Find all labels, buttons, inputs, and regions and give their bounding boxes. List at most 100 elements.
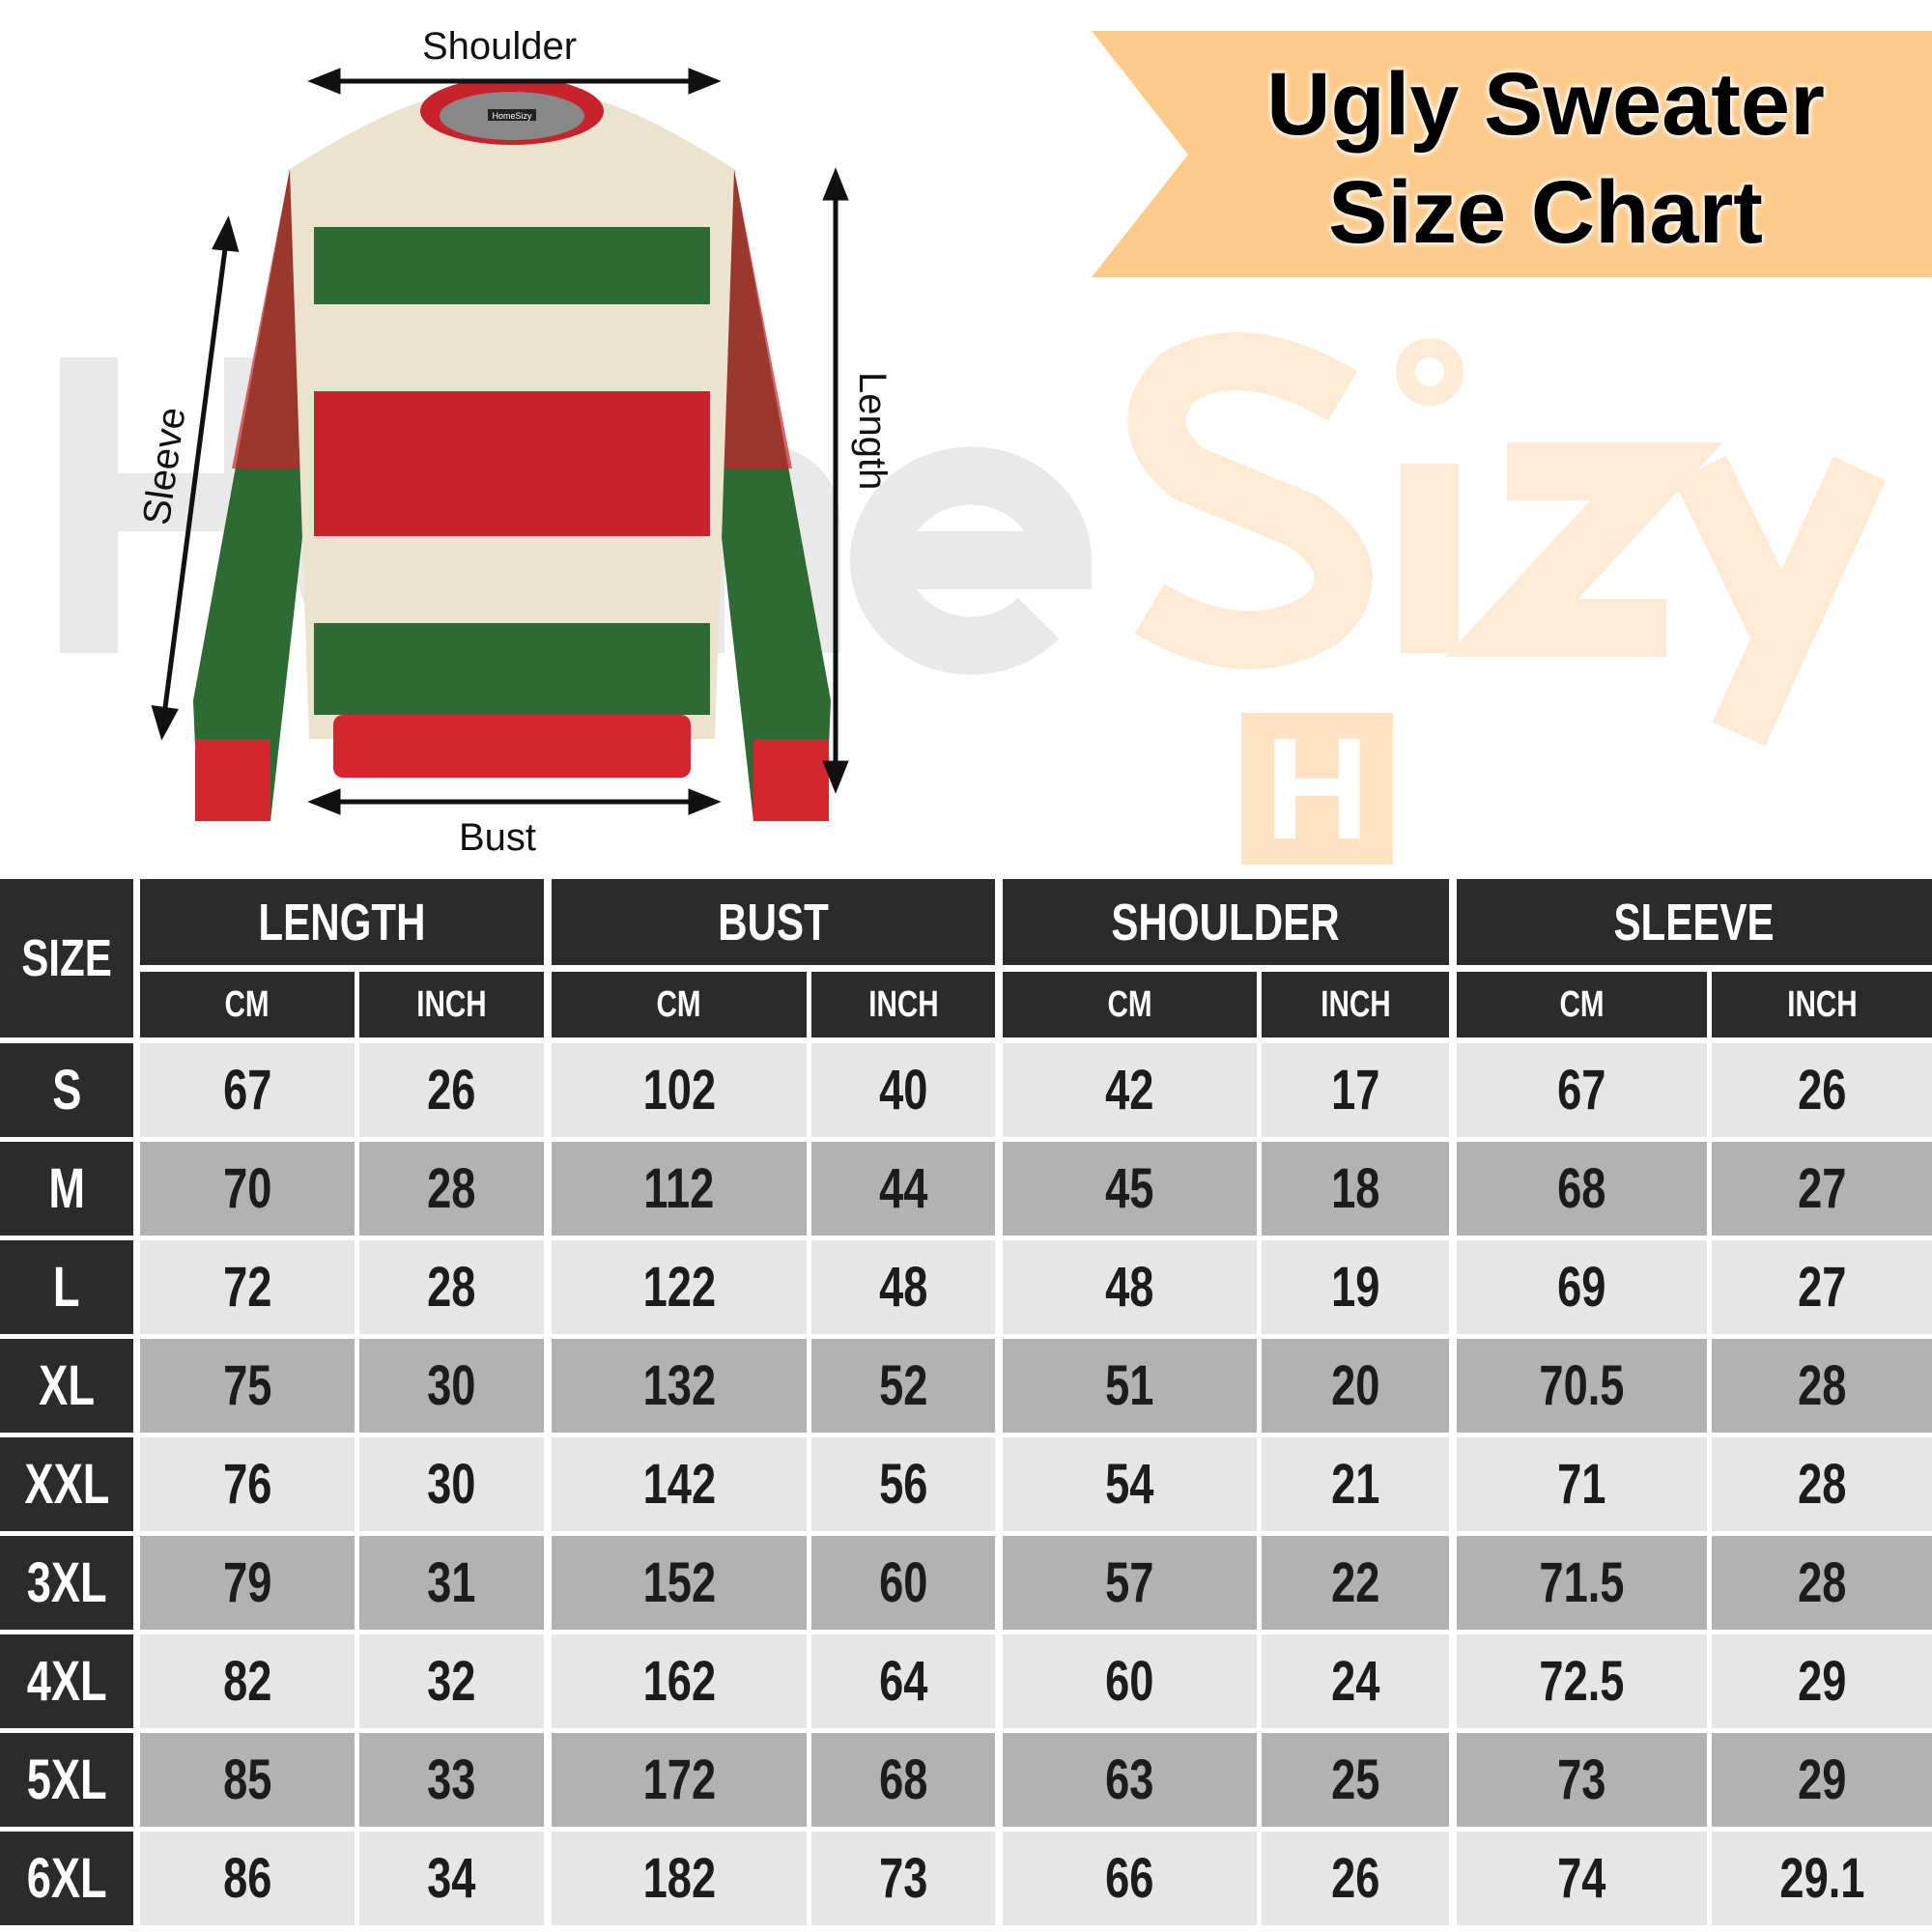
size-label-S-text: S	[51, 1059, 82, 1122]
table-cell-length-inch-text: 31	[427, 1551, 476, 1614]
table-cell-shoulder-cm: 48	[1003, 1240, 1257, 1334]
table-cell-shoulder-inch: 24	[1262, 1634, 1449, 1728]
table-cell-sleeve-inch-text: 28	[1797, 1354, 1847, 1417]
table-cell-length-cm-text: 67	[222, 1059, 272, 1122]
size-label-L-text: L	[53, 1256, 80, 1319]
header-bust-text: BUST	[718, 893, 829, 952]
table-cell-shoulder-cm-text: 45	[1105, 1157, 1154, 1220]
table-cell-shoulder-inch: 22	[1262, 1536, 1449, 1630]
table-cell-sleeve-inch-text: 27	[1797, 1157, 1847, 1220]
table-cell-shoulder-inch-text: 19	[1330, 1256, 1380, 1319]
unit-header-sleeve-inch: INCH	[1712, 972, 1932, 1037]
table-cell-bust-cm: 182	[552, 1832, 807, 1925]
size-label-6XL-text: 6XL	[26, 1847, 107, 1910]
table-cell-sleeve-cm-text: 69	[1557, 1256, 1606, 1319]
table-cell-shoulder-cm-text: 54	[1105, 1453, 1154, 1516]
table-cell-bust-inch-text: 52	[878, 1354, 928, 1417]
table-cell-bust-inch: 56	[811, 1437, 995, 1531]
size-label-XL: XL	[0, 1339, 133, 1433]
table-cell-bust-cm: 102	[552, 1043, 807, 1137]
table-cell-sleeve-inch: 28	[1712, 1339, 1932, 1433]
table-cell-sleeve-cm-text: 72.5	[1539, 1650, 1625, 1713]
table-cell-length-inch: 28	[359, 1240, 544, 1334]
size-label-XL-text: XL	[39, 1354, 95, 1417]
table-cell-bust-cm-text: 152	[642, 1551, 716, 1614]
table-cell-shoulder-cm-text: 57	[1105, 1551, 1154, 1614]
table-cell-shoulder-inch-text: 17	[1330, 1059, 1380, 1122]
table-cell-shoulder-inch-text: 26	[1330, 1847, 1380, 1910]
unit-header-sleeve-inch-text: INCH	[1786, 983, 1858, 1025]
table-cell-sleeve-cm: 69	[1457, 1240, 1707, 1334]
table-cell-length-inch-text: 33	[427, 1748, 476, 1811]
header-bust: BUST	[552, 879, 995, 965]
table-cell-length-inch-text: 28	[427, 1256, 476, 1319]
size-label-M: M	[0, 1142, 133, 1236]
unit-header-bust-cm-text: CM	[656, 983, 702, 1025]
table-cell-length-inch-text: 34	[427, 1847, 476, 1910]
unit-header-length-cm: CM	[140, 972, 355, 1037]
table-cell-bust-inch: 52	[811, 1339, 995, 1433]
table-cell-length-cm-text: 72	[222, 1256, 272, 1319]
table-cell-length-cm: 76	[140, 1437, 355, 1531]
table-cell-shoulder-cm-text: 51	[1105, 1354, 1154, 1417]
table-cell-length-inch-text: 26	[427, 1059, 476, 1122]
table-cell-shoulder-inch-text: 24	[1330, 1650, 1380, 1713]
length-label: Length	[851, 372, 894, 491]
table-cell-sleeve-inch-text: 29	[1797, 1748, 1847, 1811]
table-cell-sleeve-inch-text: 28	[1797, 1453, 1847, 1516]
table-cell-length-cm-text: 76	[222, 1453, 272, 1516]
table-cell-bust-cm-text: 102	[642, 1059, 716, 1122]
header-length: LENGTH	[140, 879, 544, 965]
table-cell-sleeve-cm-text: 73	[1557, 1748, 1606, 1811]
size-header-text: SIZE	[21, 929, 112, 987]
table-cell-length-cm-text: 75	[222, 1354, 272, 1417]
table-cell-length-cm: 67	[140, 1043, 355, 1137]
table-cell-shoulder-cm: 63	[1003, 1733, 1257, 1827]
table-cell-bust-cm-text: 182	[642, 1847, 716, 1910]
table-cell-bust-cm-text: 142	[642, 1453, 716, 1516]
title-line-2: Size Chart	[1328, 163, 1763, 262]
table-cell-shoulder-cm: 42	[1003, 1043, 1257, 1137]
table-cell-bust-cm: 142	[552, 1437, 807, 1531]
size-label-5XL-text: 5XL	[26, 1748, 107, 1811]
size-label-S: S	[0, 1043, 133, 1137]
table-cell-length-cm-text: 79	[222, 1551, 272, 1614]
table-cell-length-inch: 32	[359, 1634, 544, 1728]
table-cell-length-cm: 75	[140, 1339, 355, 1433]
table-cell-sleeve-cm: 71	[1457, 1437, 1707, 1531]
table-cell-bust-cm-text: 172	[642, 1748, 716, 1811]
size-header: SIZE	[0, 879, 133, 1037]
table-cell-bust-inch: 40	[811, 1043, 995, 1137]
table-cell-sleeve-inch: 27	[1712, 1142, 1932, 1236]
table-cell-bust-inch: 48	[811, 1240, 995, 1334]
table-cell-sleeve-cm: 70.5	[1457, 1339, 1707, 1433]
bust-label: Bust	[459, 816, 537, 859]
table-cell-bust-inch: 64	[811, 1634, 995, 1728]
table-cell-shoulder-cm: 51	[1003, 1339, 1257, 1433]
table-cell-sleeve-cm: 73	[1457, 1733, 1707, 1827]
table-cell-shoulder-inch-text: 21	[1330, 1453, 1380, 1516]
table-cell-sleeve-inch-text: 29.1	[1778, 1847, 1865, 1910]
table-cell-length-inch-text: 30	[427, 1453, 476, 1516]
table-cell-bust-inch-text: 48	[878, 1256, 928, 1319]
table-cell-length-inch-text: 32	[427, 1650, 476, 1713]
table-cell-bust-inch: 60	[811, 1536, 995, 1630]
table-cell-sleeve-cm-text: 70.5	[1539, 1354, 1625, 1417]
table-cell-sleeve-cm: 68	[1457, 1142, 1707, 1236]
table-cell-sleeve-inch: 28	[1712, 1437, 1932, 1531]
table-cell-shoulder-cm: 60	[1003, 1634, 1257, 1728]
table-cell-length-inch: 31	[359, 1536, 544, 1630]
table-cell-sleeve-cm: 74	[1457, 1832, 1707, 1925]
table-cell-bust-inch-text: 60	[878, 1551, 928, 1614]
table-cell-shoulder-inch: 26	[1262, 1832, 1449, 1925]
table-cell-sleeve-inch: 29	[1712, 1733, 1932, 1827]
unit-header-length-inch: INCH	[359, 972, 544, 1037]
table-cell-sleeve-inch: 28	[1712, 1536, 1932, 1630]
sweater-illustration: HomeSizy	[193, 82, 831, 821]
table-cell-length-inch: 30	[359, 1437, 544, 1531]
table-cell-bust-cm: 172	[552, 1733, 807, 1827]
title-line-1: Ugly Sweater	[1266, 55, 1825, 154]
table-cell-shoulder-cm: 54	[1003, 1437, 1257, 1531]
table-cell-sleeve-cm-text: 68	[1557, 1157, 1606, 1220]
page-title: Ugly Sweater Size Chart	[1188, 50, 1903, 267]
